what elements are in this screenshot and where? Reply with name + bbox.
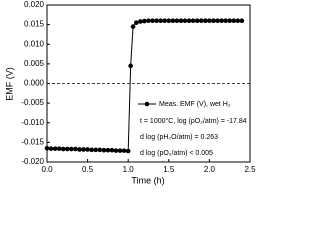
x-tick-label: 1.5	[163, 165, 175, 174]
series-line	[46, 20, 242, 152]
page: {"chart_data": {"type": "line", "xlabel"…	[4, 0, 257, 186]
data-point	[93, 147, 99, 153]
x-tick-label: 0.0	[41, 165, 53, 174]
data-point	[203, 18, 208, 24]
data-point	[109, 147, 115, 153]
data-point	[235, 18, 241, 24]
data-point	[65, 146, 70, 152]
data-point	[117, 148, 123, 153]
data-point	[146, 18, 151, 24]
y-tick-label: 0.020	[24, 0, 45, 9]
x-tick-label: 2.5	[244, 165, 256, 174]
x-tick-label: 1.0	[123, 165, 135, 174]
data-point	[105, 147, 111, 153]
y-tick-label: 0.015	[24, 20, 45, 29]
data-point	[85, 147, 90, 152]
data-point	[219, 18, 224, 24]
data-point	[215, 18, 220, 24]
data-point	[52, 146, 58, 151]
data-point	[182, 18, 188, 24]
data-point	[130, 24, 136, 29]
data-point	[81, 147, 86, 152]
y-tick-label: 0.005	[24, 59, 45, 68]
data-point	[170, 18, 176, 24]
data-point	[223, 18, 228, 24]
data-point	[60, 146, 66, 152]
y-tick-label: 0.000	[24, 79, 45, 88]
data-point	[73, 146, 78, 152]
data-point	[48, 146, 54, 151]
chart: Time (h) EMF (V) 0.0 0.5 1.0 1.5 2.0 2.5 -0.02…	[4, 0, 256, 185]
data-point	[174, 18, 180, 24]
x-tick-label: 0.5	[82, 165, 94, 174]
y-tick-label: 0.010	[24, 39, 45, 48]
data-point	[190, 18, 196, 24]
data-point	[56, 146, 62, 151]
data-point	[97, 147, 103, 153]
data-point	[89, 147, 94, 153]
legend-label: Meas. EMF (V), wet H₂	[159, 101, 231, 108]
data-point	[186, 18, 192, 24]
legend-marker	[144, 101, 150, 107]
data-point	[101, 147, 107, 153]
data-point	[207, 18, 212, 24]
data-point	[211, 18, 216, 24]
data-point	[134, 20, 139, 25]
data-point	[194, 18, 200, 24]
annotation: d log (pH₂O/atm) = 0.263	[140, 134, 218, 141]
y-tick-label: -0.010	[21, 118, 44, 127]
annotation: d log (pO₂/atm) < 0.005	[140, 150, 213, 157]
data-point	[154, 18, 159, 24]
data-point	[77, 147, 82, 152]
data-point	[158, 18, 163, 24]
data-point	[166, 18, 172, 24]
data-point	[227, 18, 232, 24]
data-point	[44, 145, 50, 151]
data-point	[142, 18, 147, 24]
y-tick-label: -0.020	[21, 157, 44, 166]
x-axis-title: Time (h)	[131, 175, 164, 185]
data-point	[239, 18, 245, 24]
y-tick-label: -0.005	[21, 98, 44, 107]
data-point	[125, 148, 131, 154]
y-tick-label: -0.015	[21, 137, 44, 146]
data-point	[113, 148, 119, 153]
x-tick-label: 2.0	[204, 165, 216, 174]
data-point	[178, 18, 184, 24]
y-axis-title: EMF (V)	[4, 67, 14, 101]
data-point	[138, 19, 143, 24]
annotation: t = 1000°C, log (pO₂/atm) = -17.84	[140, 117, 247, 125]
data-point	[198, 18, 204, 24]
data-point	[69, 146, 74, 152]
data-point	[231, 18, 237, 24]
data-point	[121, 148, 127, 153]
data-point	[150, 18, 155, 24]
data-point	[128, 63, 133, 69]
data-point	[162, 18, 168, 24]
